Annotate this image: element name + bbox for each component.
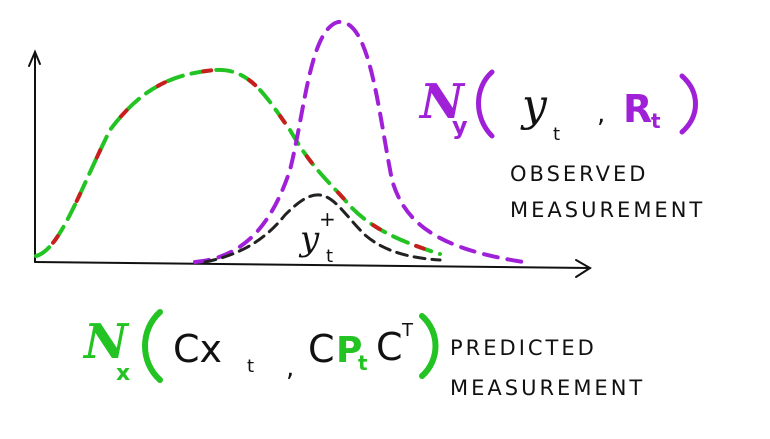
product-label-y: y xyxy=(298,219,320,259)
predicted-curve-green xyxy=(34,67,442,258)
product-curve xyxy=(203,193,442,264)
observed-curve xyxy=(193,19,532,265)
product-label-sup: + xyxy=(319,207,336,231)
observed-script-n: N xyxy=(418,74,466,130)
x-axis-arrow xyxy=(575,259,592,278)
x-axis xyxy=(34,261,591,269)
predicted-arg2-p-sub: t xyxy=(358,351,368,375)
predicted-subscript: x xyxy=(116,361,130,386)
observed-close-paren xyxy=(679,73,698,135)
observed-arg1-sub: t xyxy=(553,124,560,145)
observed-label-line1: OBSERVED xyxy=(510,162,649,186)
predicted-arg1: Cx xyxy=(173,327,222,371)
predicted-arg2-p: P xyxy=(336,330,362,371)
predicted-formula: N x Cx t , C P t C T xyxy=(82,309,439,386)
predicted-label-line2: MEASUREMENT xyxy=(450,376,646,400)
predicted-arg1-sub: t xyxy=(247,356,254,377)
predicted-sep: , xyxy=(286,353,294,383)
observed-label-line2: MEASUREMENT xyxy=(510,198,706,222)
observed-subscript: y xyxy=(452,112,468,140)
predicted-script-n: N xyxy=(82,314,130,370)
predicted-arg2-ct: C xyxy=(376,325,403,369)
observed-arg2: R xyxy=(623,87,652,131)
observed-arg2-sub: t xyxy=(651,109,661,133)
predicted-close-paren xyxy=(419,313,439,379)
predicted-label-line1: PREDICTED xyxy=(450,336,597,360)
observed-open-paren xyxy=(476,69,495,139)
product-label: y + t xyxy=(298,207,336,267)
observed-formula: N y y t , R t xyxy=(418,69,698,145)
predicted-measurement-label: PREDICTED MEASUREMENT xyxy=(450,328,760,408)
predicted-arg2-c: C xyxy=(308,327,335,371)
product-label-sub: t xyxy=(326,246,333,267)
predicted-open-paren xyxy=(142,309,163,383)
predicted-curve-red xyxy=(34,67,442,258)
observed-measurement-label: OBSERVED MEASUREMENT xyxy=(510,156,760,228)
y-axis-arrow xyxy=(28,49,41,67)
predicted-arg2-ct-sup: T xyxy=(401,320,414,341)
observed-arg1: y xyxy=(520,80,548,131)
observed-sep: , xyxy=(597,99,605,129)
axes xyxy=(28,49,592,278)
